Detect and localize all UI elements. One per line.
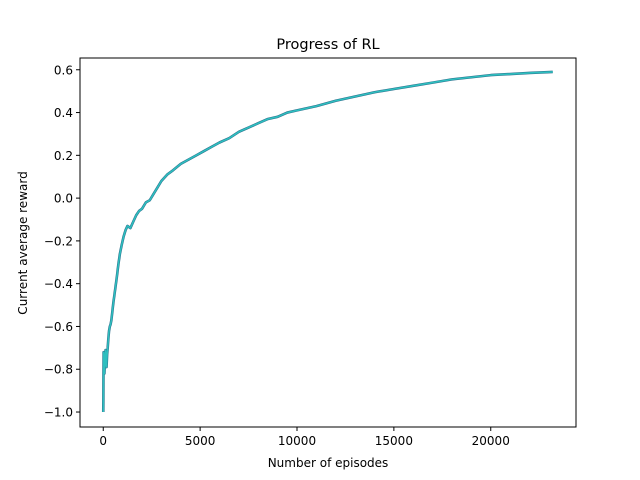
y-tick-label: −0.6 [44, 320, 73, 334]
y-tick-label: −0.8 [44, 363, 73, 377]
y-tick-label: 0.0 [54, 192, 73, 206]
x-tick-label: 20000 [472, 434, 510, 448]
series-line [102, 71, 553, 413]
x-axis-label: Number of episodes [268, 456, 389, 470]
chart-title: Progress of RL [276, 37, 379, 53]
y-axis: −1.0 −0.8 −0.6 −0.4 −0.2 0.0 0.2 0.4 0.6 [44, 63, 80, 420]
y-tick-label: 0.6 [54, 63, 73, 77]
plot-area [101, 70, 553, 413]
y-tick-label: 0.4 [54, 106, 73, 120]
y-tick-label: −0.4 [44, 277, 73, 291]
y-axis-label: Current average reward [16, 171, 30, 314]
x-tick-label: 10000 [278, 434, 316, 448]
x-tick-label: 0 [99, 434, 107, 448]
y-tick-label: −0.2 [44, 234, 73, 248]
y-tick-label: 0.2 [54, 149, 73, 163]
x-axis: 0 5000 10000 15000 20000 [99, 427, 510, 448]
x-tick-label: 15000 [375, 434, 413, 448]
x-tick-label: 5000 [185, 434, 216, 448]
y-tick-label: −1.0 [44, 406, 73, 420]
axes-frame [79, 57, 577, 428]
